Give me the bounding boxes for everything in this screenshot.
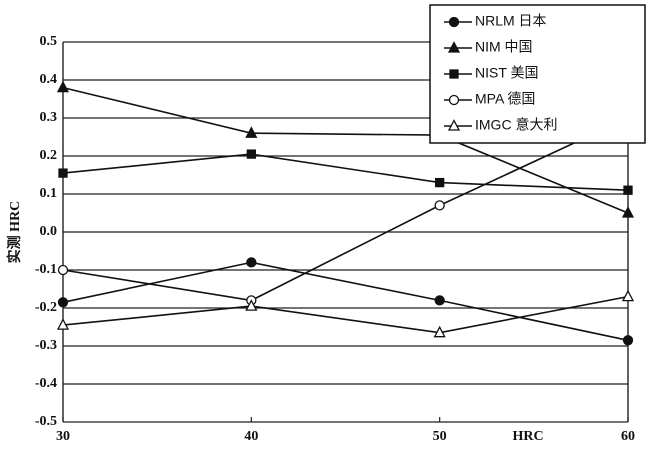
marker xyxy=(56,80,70,93)
marker xyxy=(245,126,258,138)
y-tick-label: 0.2 xyxy=(40,148,58,163)
y-tick-label: -0.1 xyxy=(35,262,57,277)
marker xyxy=(623,185,633,195)
y-tick-label: -0.5 xyxy=(35,414,57,429)
marker xyxy=(435,177,445,188)
marker xyxy=(57,297,69,308)
marker xyxy=(448,94,460,106)
marker xyxy=(621,206,635,218)
legend-label: IMGC 意大利 xyxy=(475,117,557,133)
marker xyxy=(449,69,459,79)
x-axis-label: HRC xyxy=(512,429,543,444)
marker xyxy=(447,119,461,131)
marker xyxy=(434,295,445,306)
legend-label: NIM 中国 xyxy=(475,39,533,55)
y-tick-label: 0.4 xyxy=(40,72,58,87)
marker xyxy=(246,149,256,159)
marker xyxy=(246,257,257,268)
marker xyxy=(447,41,461,53)
y-tick-label: 0.0 xyxy=(40,224,58,239)
marker xyxy=(622,335,634,346)
series-line xyxy=(62,261,629,342)
marker xyxy=(57,264,69,276)
x-tick-label: 30 xyxy=(56,429,70,444)
y-tick-label: 0.5 xyxy=(40,34,58,49)
marker xyxy=(621,289,635,302)
legend: NRLM 日本 NIM 中国 NIST 美国 MPA 德国 IMGC 意大利 xyxy=(429,4,646,144)
x-tick-label: 50 xyxy=(433,429,447,444)
x-tick-label: 60 xyxy=(621,429,635,444)
legend-label: MPA 德国 xyxy=(475,91,535,107)
marker xyxy=(433,325,446,338)
y-tick-label: 0.3 xyxy=(40,110,58,125)
marker xyxy=(448,16,460,28)
marker xyxy=(434,200,445,211)
legend-label: NRLM 日本 xyxy=(475,13,547,29)
series-line xyxy=(62,86,629,214)
y-tick-label: -0.3 xyxy=(35,338,57,353)
marker xyxy=(245,299,258,311)
y-axis-label: 实测 HRC xyxy=(6,201,23,264)
series-line xyxy=(62,117,629,302)
marker xyxy=(56,318,70,330)
legend-label: NIST 美国 xyxy=(475,65,539,81)
series-line xyxy=(62,295,629,334)
y-tick-label: -0.2 xyxy=(35,300,57,315)
y-tick-label: -0.4 xyxy=(35,376,57,391)
y-tick-label: 0.1 xyxy=(40,186,58,201)
marker xyxy=(58,168,68,178)
x-tick-label: 40 xyxy=(244,429,258,444)
series-line xyxy=(62,153,629,191)
